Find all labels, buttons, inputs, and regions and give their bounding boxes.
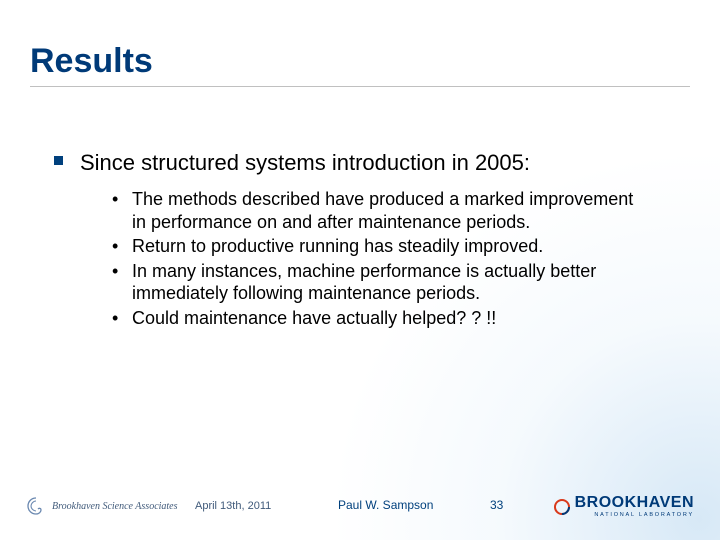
footer-affiliation: Brookhaven Science Associates bbox=[26, 496, 178, 516]
ring-logo-icon bbox=[553, 498, 571, 516]
sub-bullet-text: Could maintenance have actually helped? … bbox=[132, 308, 496, 328]
sub-bullet-item: • Could maintenance have actually helped… bbox=[112, 307, 652, 330]
dot-bullet-icon: • bbox=[112, 188, 118, 211]
square-bullet-icon bbox=[54, 156, 63, 165]
sub-bullet-text: In many instances, machine performance i… bbox=[132, 261, 596, 304]
dot-bullet-icon: • bbox=[112, 307, 118, 330]
lab-name: BROOKHAVEN bbox=[575, 495, 694, 511]
sub-bullet-text: The methods described have produced a ma… bbox=[132, 189, 633, 232]
footer-lab-logo: BROOKHAVEN NATIONAL LABORATORY bbox=[553, 495, 694, 518]
sub-bullet-list: • The methods described have produced a … bbox=[112, 188, 652, 331]
main-bullet-text: Since structured systems introduction in… bbox=[80, 150, 664, 176]
footer-affiliation-text: Brookhaven Science Associates bbox=[52, 501, 178, 512]
sub-bullet-item: • The methods described have produced a … bbox=[112, 188, 652, 233]
slide: Results Since structured systems introdu… bbox=[0, 0, 720, 540]
dot-bullet-icon: • bbox=[112, 235, 118, 258]
swirl-logo-icon bbox=[26, 496, 46, 516]
sub-bullet-item: • In many instances, machine performance… bbox=[112, 260, 652, 305]
dot-bullet-icon: • bbox=[112, 260, 118, 283]
sub-bullet-item: • Return to productive running has stead… bbox=[112, 235, 652, 258]
footer: Brookhaven Science Associates April 13th… bbox=[0, 480, 720, 516]
footer-date: April 13th, 2011 bbox=[195, 500, 271, 512]
slide-title: Results bbox=[30, 42, 153, 81]
sub-bullet-text: Return to productive running has steadil… bbox=[132, 236, 543, 256]
footer-page-number: 33 bbox=[490, 498, 503, 512]
title-underline bbox=[30, 86, 690, 87]
lab-subtitle: NATIONAL LABORATORY bbox=[575, 512, 694, 518]
main-bullet: Since structured systems introduction in… bbox=[54, 150, 664, 176]
footer-author: Paul W. Sampson bbox=[338, 498, 433, 512]
